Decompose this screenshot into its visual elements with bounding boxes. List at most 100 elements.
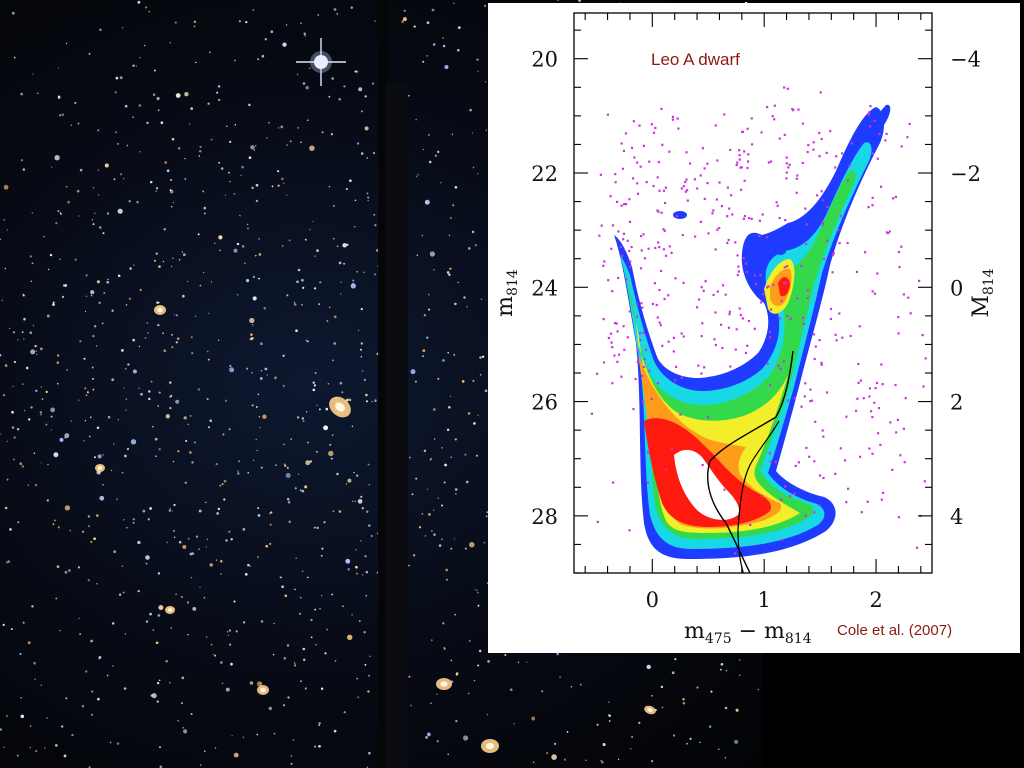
- scatter-point: [880, 363, 883, 366]
- star: [333, 315, 337, 319]
- scatter-point: [671, 115, 674, 118]
- star: [237, 470, 239, 472]
- star: [585, 759, 587, 762]
- star: [68, 569, 71, 572]
- scatter-point: [789, 495, 792, 498]
- star: [50, 407, 56, 413]
- scatter-point: [759, 274, 762, 277]
- star: [91, 218, 94, 221]
- star: [22, 168, 26, 171]
- star: [720, 663, 724, 666]
- star: [169, 395, 172, 398]
- star: [300, 22, 302, 25]
- star: [57, 354, 60, 357]
- scatter-point: [871, 290, 874, 293]
- scatter-point: [810, 399, 814, 402]
- scatter-point: [783, 133, 786, 136]
- background-galaxy-core: [440, 681, 448, 687]
- scatter-point: [838, 242, 841, 245]
- star: [307, 576, 309, 579]
- star: [20, 714, 25, 719]
- star: [117, 142, 119, 145]
- star: [220, 167, 224, 170]
- star: [302, 647, 306, 651]
- scatter-point: [773, 104, 776, 107]
- star: [261, 54, 265, 58]
- star: [189, 552, 193, 556]
- scatter-point: [685, 151, 688, 154]
- background-galaxy-core: [485, 742, 495, 750]
- star: [331, 77, 335, 80]
- scatter-point: [712, 209, 715, 212]
- star: [257, 507, 260, 510]
- star: [188, 123, 191, 125]
- scatter-point: [784, 485, 787, 488]
- star: [260, 620, 264, 623]
- star: [189, 415, 192, 417]
- star: [32, 324, 35, 327]
- star: [40, 462, 43, 464]
- star: [296, 280, 299, 284]
- star: [152, 629, 155, 631]
- scatter-point: [636, 192, 640, 195]
- star: [148, 390, 151, 393]
- star: [177, 146, 181, 150]
- star: [312, 220, 314, 223]
- star: [97, 454, 102, 459]
- star: [428, 160, 432, 164]
- star: [31, 605, 34, 608]
- star: [296, 416, 300, 419]
- star: [310, 618, 313, 622]
- star: [64, 570, 68, 574]
- star: [140, 392, 143, 396]
- star: [260, 342, 263, 346]
- star: [175, 341, 178, 344]
- star: [446, 428, 450, 432]
- scatter-point: [680, 187, 683, 190]
- star: [433, 269, 435, 271]
- scatter-point: [822, 435, 825, 438]
- scatter-point: [859, 379, 862, 382]
- star: [305, 339, 308, 342]
- scatter-point: [714, 248, 717, 251]
- star: [414, 380, 417, 383]
- scatter-point: [805, 446, 808, 449]
- star: [467, 412, 471, 415]
- star: [10, 628, 13, 631]
- scatter-point: [741, 317, 744, 320]
- scatter-point: [675, 365, 678, 368]
- star: [328, 450, 334, 457]
- scatter-point: [819, 91, 822, 94]
- scatter-point: [873, 119, 876, 122]
- star: [121, 349, 124, 352]
- scatter-point: [639, 235, 643, 238]
- scatter-point: [656, 176, 659, 179]
- star: [321, 547, 324, 550]
- scatter-point: [808, 455, 811, 458]
- star: [190, 576, 193, 579]
- star: [734, 739, 739, 744]
- star: [596, 723, 599, 726]
- scatter-point: [636, 161, 639, 164]
- star: [305, 411, 308, 413]
- scatter-point: [727, 326, 730, 329]
- star: [263, 307, 266, 310]
- star: [197, 233, 200, 236]
- star: [336, 13, 339, 15]
- star: [165, 660, 168, 663]
- scatter-point: [873, 292, 877, 295]
- scatter-point: [820, 137, 823, 141]
- star: [274, 376, 277, 380]
- star: [682, 702, 686, 705]
- star: [268, 706, 272, 711]
- star: [155, 252, 158, 255]
- star: [89, 416, 92, 419]
- star: [78, 617, 80, 620]
- scatter-point: [602, 264, 605, 267]
- star: [244, 572, 248, 576]
- scatter-point: [718, 227, 721, 230]
- scatter-point: [785, 177, 788, 180]
- star: [441, 447, 443, 449]
- scatter-point: [742, 217, 745, 220]
- star: [367, 690, 370, 693]
